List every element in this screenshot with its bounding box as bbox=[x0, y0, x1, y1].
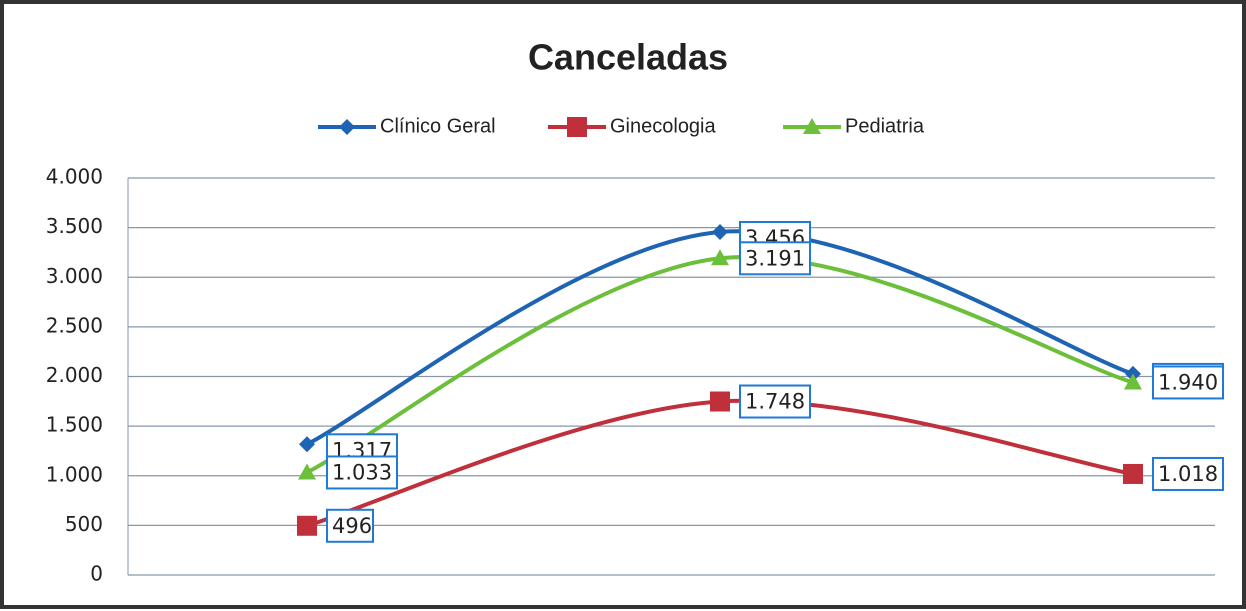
marker bbox=[339, 119, 355, 135]
marker bbox=[710, 391, 730, 412]
y-tick-label: 4.000 bbox=[46, 165, 103, 189]
data-label: 1.033 bbox=[332, 460, 392, 484]
marker bbox=[712, 223, 728, 240]
legend-label: Pediatria bbox=[845, 115, 925, 137]
data-label-box bbox=[739, 384, 811, 419]
data-label: 1.748 bbox=[745, 390, 805, 414]
marker bbox=[299, 436, 315, 453]
data-label-box bbox=[1152, 365, 1224, 400]
marker bbox=[298, 463, 316, 480]
marker bbox=[297, 515, 317, 536]
data-label: 1.940 bbox=[1158, 370, 1218, 394]
legend-label: Clínico Geral bbox=[380, 115, 496, 137]
data-label-box bbox=[1152, 456, 1224, 491]
data-label-box bbox=[326, 455, 398, 490]
marker bbox=[1123, 463, 1143, 484]
marker bbox=[711, 249, 729, 266]
y-tick-label: 1.000 bbox=[46, 462, 103, 486]
data-label: 496 bbox=[332, 514, 372, 538]
data-label-box bbox=[739, 241, 811, 276]
y-tick-label: 0 bbox=[90, 562, 103, 586]
y-tick-label: 3.000 bbox=[46, 264, 103, 288]
legend-label: Ginecologia bbox=[610, 115, 717, 137]
marker bbox=[567, 117, 587, 137]
data-label: 3.191 bbox=[745, 246, 805, 270]
y-tick-label: 500 bbox=[65, 512, 103, 536]
marker bbox=[803, 118, 821, 134]
data-label: 1.018 bbox=[1158, 462, 1218, 486]
marker bbox=[1124, 373, 1142, 390]
chart-title: Canceladas bbox=[528, 37, 728, 78]
y-tick-label: 3.500 bbox=[46, 214, 103, 238]
y-tick-label: 1.500 bbox=[46, 413, 103, 437]
y-tick-label: 2.000 bbox=[46, 363, 103, 387]
data-label-box bbox=[326, 508, 374, 543]
y-tick-label: 2.500 bbox=[46, 313, 103, 337]
